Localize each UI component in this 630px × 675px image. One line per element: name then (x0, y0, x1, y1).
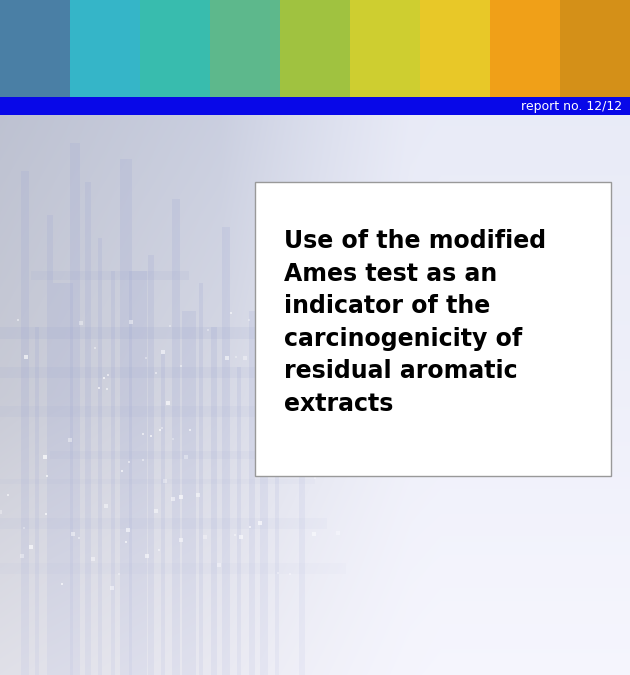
Bar (560, 0, 630, 97)
Bar (255, 182, 611, 476)
Bar (420, 0, 490, 97)
Bar (280, 0, 350, 97)
Bar (210, 0, 280, 97)
Bar (140, 0, 210, 97)
Bar (490, 0, 560, 97)
Bar (70, 0, 140, 97)
Text: report no. 12/12: report no. 12/12 (521, 100, 622, 113)
Bar (350, 0, 420, 97)
Bar (0, 0, 70, 97)
Text: Use of the modified
Ames test as an
indicator of the
carcinogenicity of
residual: Use of the modified Ames test as an indi… (284, 230, 546, 416)
Bar (0, 97, 630, 115)
